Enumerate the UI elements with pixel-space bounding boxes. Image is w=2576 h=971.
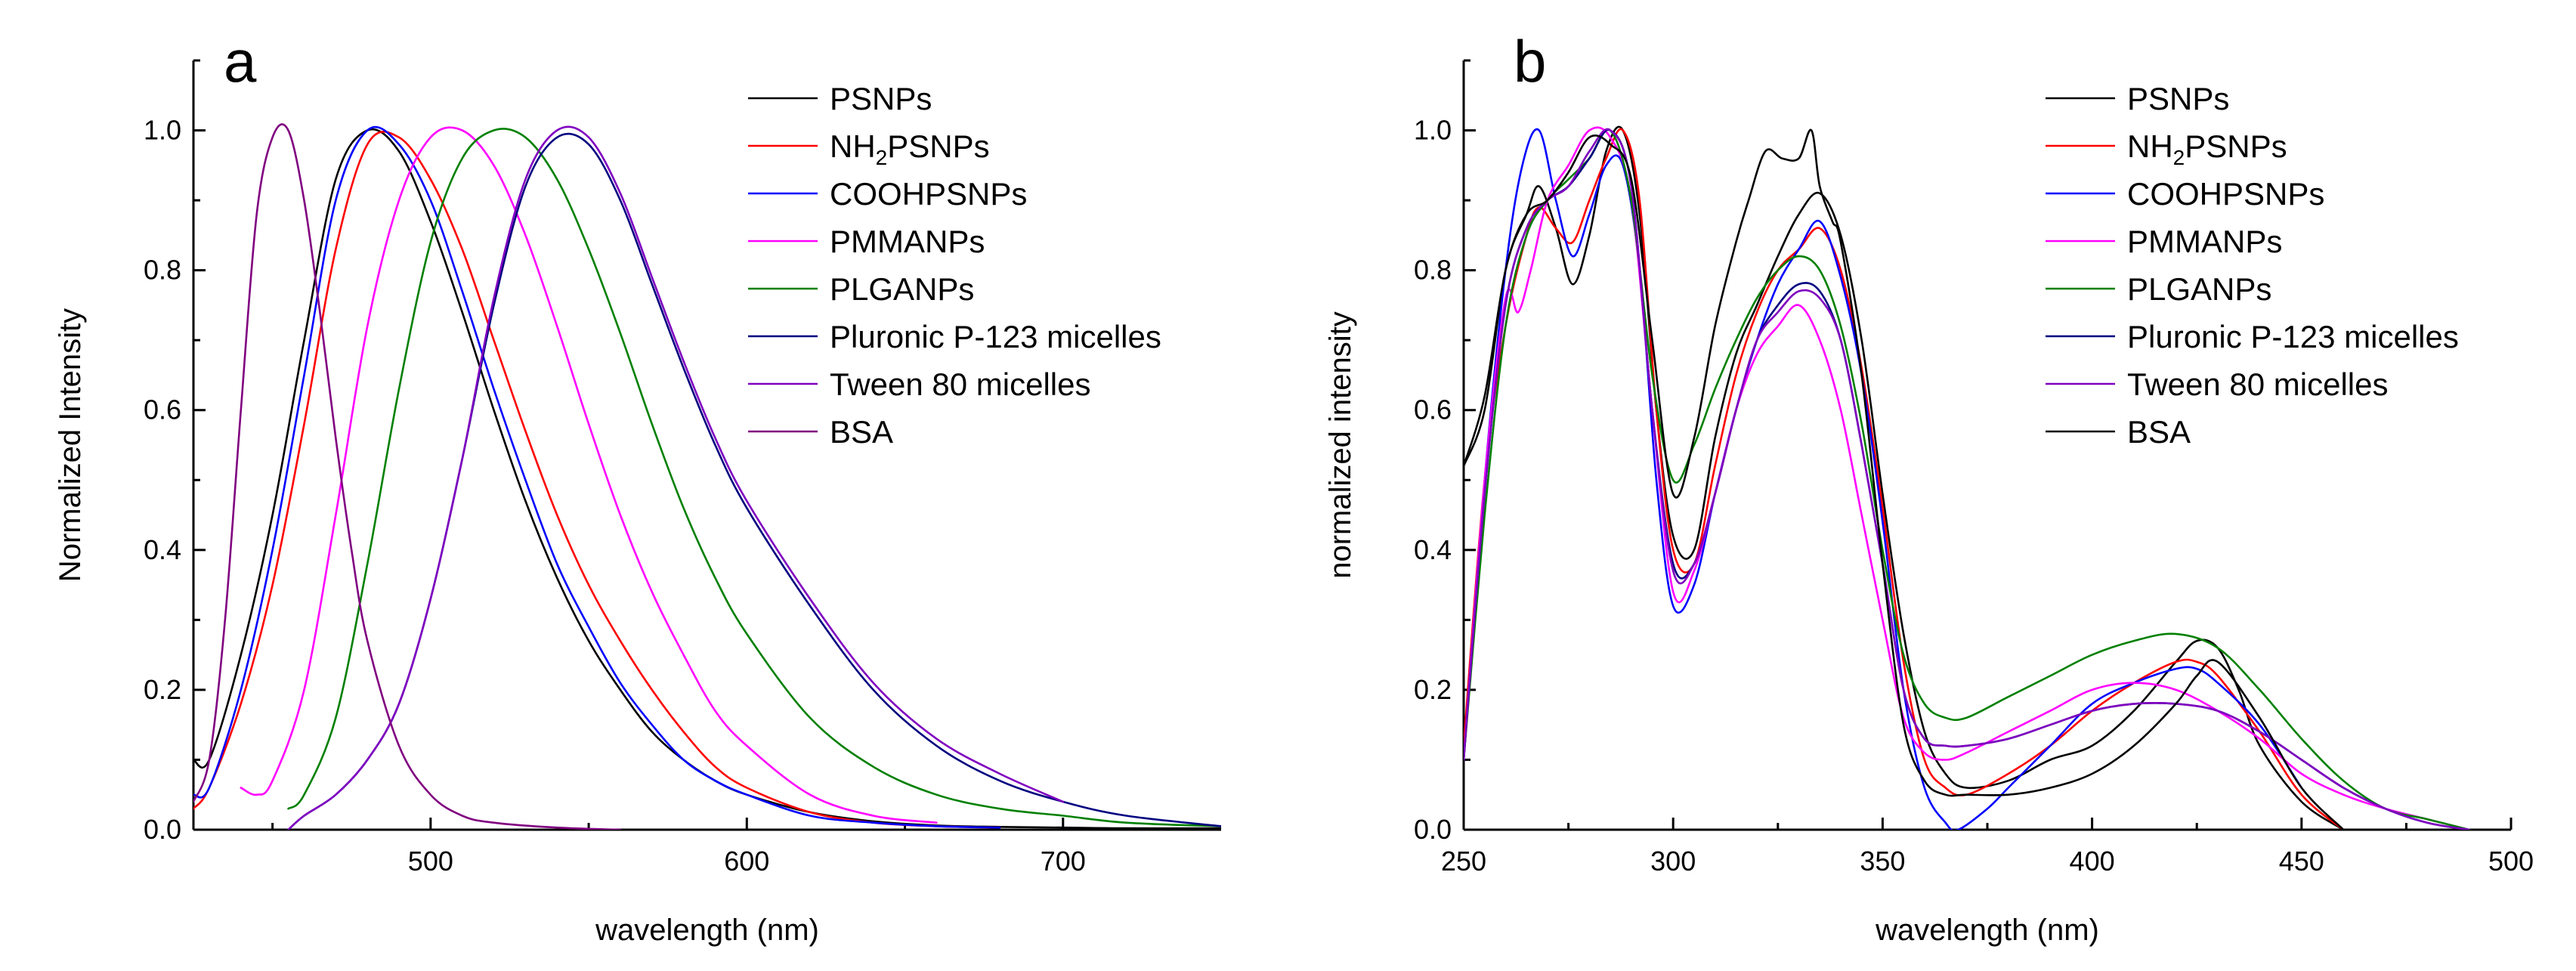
panel-a-y-tick-label: 0.2 — [144, 674, 181, 705]
panel-b-legend-label: PSNPs — [2127, 81, 2229, 116]
panel-a-legend-label: PMMANPs — [830, 224, 985, 259]
panel-b-x-tick-label: 400 — [2070, 846, 2115, 877]
panel-b-series-4-line — [1464, 128, 2470, 830]
panel-a-x-tick-label: 500 — [408, 846, 453, 877]
panel-b-y-tick-label: 0.2 — [1414, 674, 1452, 705]
panel-b-legend-label: BSA — [2127, 414, 2191, 450]
panel-b-x-tick-label: 250 — [1441, 846, 1486, 877]
panel-b-legend-label: COOHPSNPs — [2127, 176, 2324, 212]
panel-b-legend-label: PMMANPs — [2127, 224, 2282, 259]
panel-a-legend-label: NH2PSNPs — [830, 128, 990, 169]
panel-b-y-tick-label: 1.0 — [1414, 115, 1452, 146]
panel-a-legend-label: PSNPs — [830, 81, 932, 116]
panel-b-y-tick-label: 0.6 — [1414, 394, 1452, 425]
panel-a-x-tick-label: 700 — [1041, 846, 1086, 877]
panel-a-x-tick-label: 600 — [724, 846, 769, 877]
panel-a-legend: PSNPs NH2PSNPs COOHPSNPs PMMANPs PLGANPs Plur… — [748, 81, 1161, 450]
panel-a-legend-label: COOHPSNPs — [830, 176, 1027, 212]
panel-a-y-tick-label: 1.0 — [144, 115, 181, 146]
panel-b-y-tick-label: 0.8 — [1414, 255, 1452, 286]
panel-a-letter: a — [224, 28, 257, 94]
panel-a-y-axis-title: Normalized Intensity — [54, 308, 87, 582]
panel-b-x-tick-label: 450 — [2279, 846, 2324, 877]
panel-b: 250 300 350 400 450 500 0.0 0.2 0.4 0.6 0.8 1.0 wave… — [1324, 28, 2534, 947]
panel-b-plot-area — [1464, 125, 2470, 830]
panel-b-letter: b — [1514, 28, 1546, 94]
panel-b-y-axis-title: normalized intensity — [1324, 311, 1357, 579]
panel-a-series-2-line — [193, 125, 1001, 829]
panel-a: 500 600 700 0.0 0.2 0.4 0.6 0.8 1.0 wavelength (n… — [54, 28, 1221, 947]
panel-b-legend-label: Tween 80 micelles — [2127, 366, 2389, 402]
panel-a-series-1-line — [193, 131, 1001, 829]
panel-b-series-2-line — [1464, 128, 2303, 830]
panel-a-legend-label: PLGANPs — [830, 271, 974, 307]
panel-b-legend: PSNPs NH2PSNPs COOHPSNPs PMMANPs PLGANPs Plur… — [2046, 81, 2459, 450]
panel-b-y-tick-label: 0.0 — [1414, 814, 1452, 845]
panel-b-series-7-line — [1464, 128, 2345, 830]
panel-b-legend-label: Pluronic P-123 micelles — [2127, 319, 2459, 354]
panel-a-series-4-line — [287, 128, 1221, 827]
panel-a-legend-label: Pluronic P-123 micelles — [830, 319, 1161, 354]
panel-b-legend-label: NH2PSNPs — [2127, 128, 2287, 169]
panel-b-x-tick-label: 500 — [2488, 846, 2534, 877]
panel-a-series-3-line — [240, 126, 938, 824]
panel-a-y-tick-label: 0.6 — [144, 394, 181, 425]
panel-a-series-7-line — [193, 123, 622, 830]
panel-a-y-tick-label: 0.4 — [144, 534, 181, 565]
panel-a-y-tick-label: 0.0 — [144, 814, 181, 845]
panel-b-legend-label: PLGANPs — [2127, 271, 2271, 307]
panel-b-series-3-line — [1464, 126, 2470, 830]
panel-b-y-tick-label: 0.4 — [1414, 534, 1452, 565]
panel-a-legend-label: Tween 80 micelles — [830, 366, 1091, 402]
panel-a-y-tick-label: 0.8 — [144, 255, 181, 286]
panel-b-x-tick-label: 350 — [1860, 846, 1905, 877]
panel-a-legend-label: BSA — [830, 414, 893, 450]
panel-b-x-tick-label: 300 — [1650, 846, 1696, 877]
panel-a-x-axis-title: wavelength (nm) — [595, 914, 819, 947]
panel-a-plot-area — [193, 123, 1221, 830]
panel-b-x-axis-title: wavelength (nm) — [1875, 914, 2099, 947]
panel-a-series-6-line — [287, 125, 1065, 830]
